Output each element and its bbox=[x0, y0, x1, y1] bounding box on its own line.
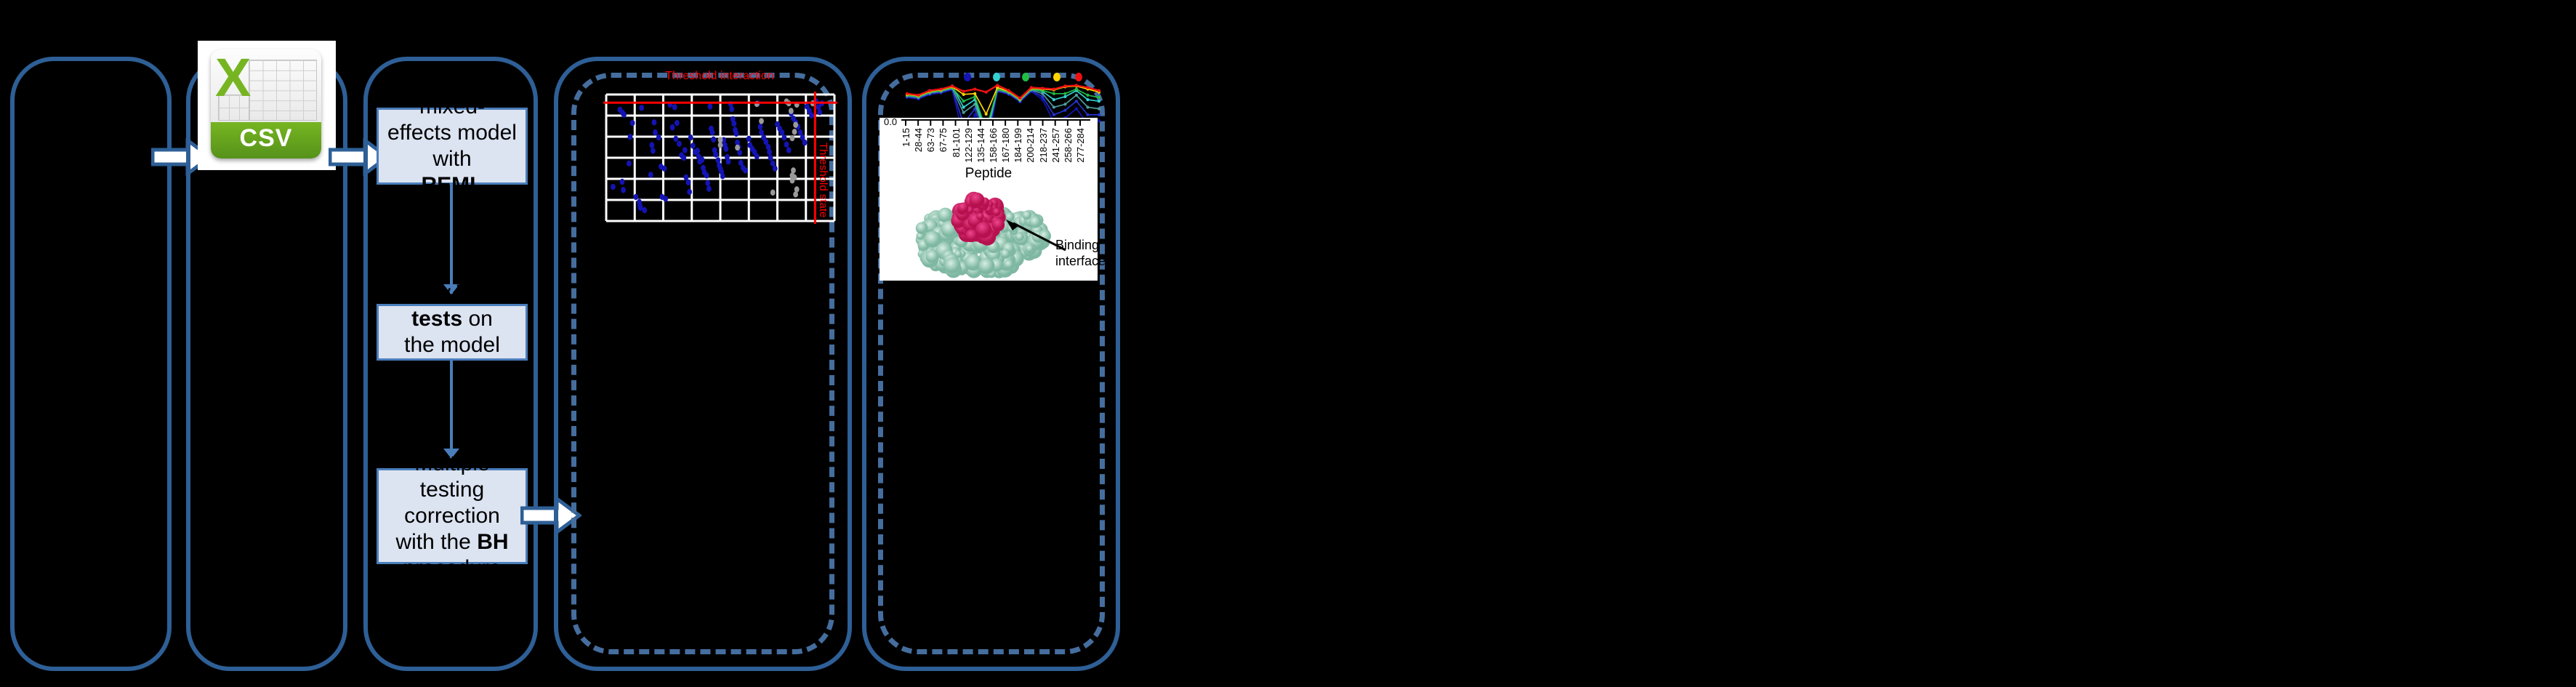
peptide-tick-167-180: 167-180 bbox=[1000, 128, 1012, 163]
peptide-tick-63-73: 63-73 bbox=[925, 128, 937, 153]
mt-line3-post: procedure bbox=[403, 556, 502, 580]
csv-icon-grid-secondary bbox=[218, 95, 250, 121]
input-panel bbox=[10, 57, 172, 671]
peptide-tick-241-257: 241-257 bbox=[1050, 128, 1061, 163]
mt-line1: Multiple testing bbox=[414, 451, 490, 502]
csv-icon-grid-main bbox=[249, 60, 317, 121]
threshold-interaction-label: Threshold interaction bbox=[665, 70, 774, 82]
mt-line3-pre: with the bbox=[395, 530, 478, 554]
peptide-tick-1-15: 1-15 bbox=[901, 128, 911, 148]
peptide-tick-258-266: 258-266 bbox=[1062, 128, 1074, 163]
wald-pre: Apply bbox=[396, 281, 457, 305]
series-red-legend-dot bbox=[1075, 73, 1082, 81]
peptide-tick-277-284: 277-284 bbox=[1075, 128, 1086, 163]
binding-interface-annotation: Binding interface bbox=[1055, 237, 1106, 269]
modelling-panel bbox=[363, 57, 538, 671]
series-yellow-legend-dot bbox=[1053, 73, 1060, 81]
csv-icon-card: X CSV bbox=[211, 49, 321, 158]
binding-line1: Binding bbox=[1055, 238, 1100, 252]
peptide-tick-184-199: 184-199 bbox=[1013, 128, 1024, 163]
peptide-tick-67-75: 67-75 bbox=[938, 128, 949, 153]
csv-file-icon: X CSV bbox=[198, 41, 336, 170]
mt-line2: correction bbox=[404, 504, 500, 528]
wald-bold: Wald tests bbox=[411, 281, 508, 331]
connector-wald-to-bh bbox=[443, 361, 459, 459]
peptide-tick-218-237: 218-237 bbox=[1037, 128, 1049, 163]
multiple-testing-step[interactable]: Multiple testing correction with the BH … bbox=[377, 451, 528, 580]
binding-line2: interface bbox=[1055, 254, 1106, 268]
wald-post: on bbox=[462, 307, 493, 331]
binding-interface-pointer-arrow bbox=[1006, 220, 1066, 252]
peptide-tick-28-44: 28-44 bbox=[913, 128, 925, 153]
peptide-x-axis-label: Peptide bbox=[965, 166, 1013, 181]
wald-test-step[interactable]: Apply Wald tests on the model parameters bbox=[377, 281, 528, 383]
peptide-legend bbox=[964, 73, 1082, 81]
threshold-state-label: Threshold state bbox=[817, 142, 829, 218]
threshold-scatter-chart bbox=[603, 92, 837, 224]
series-cyan-legend-dot bbox=[993, 73, 1000, 81]
fit-model-line2: effects model with bbox=[387, 121, 517, 171]
fit-model-line1: Fit a linear mixed- bbox=[401, 68, 504, 118]
peptide-tick-135-144: 135-144 bbox=[975, 128, 986, 163]
protein-surface-structure bbox=[915, 191, 1051, 278]
mt-bh: BH bbox=[477, 530, 509, 554]
excel-x-glyph: X bbox=[215, 49, 251, 108]
peptide-tick-200-214: 200-214 bbox=[1025, 128, 1037, 163]
peptide-tick-81-101: 81-101 bbox=[950, 128, 962, 158]
connector-fit-to-wald bbox=[443, 185, 459, 294]
peptide-tick-158-166: 158-166 bbox=[988, 128, 999, 163]
csv-icon-sheet: X bbox=[211, 49, 321, 122]
csv-icon-band: CSV bbox=[211, 122, 321, 158]
peptide-tick-122-129: 122-129 bbox=[962, 128, 974, 163]
csv-format-label: CSV bbox=[239, 124, 293, 152]
peptide-results-panel bbox=[862, 57, 1120, 671]
series-green-legend-dot bbox=[1022, 73, 1029, 81]
fit-model-step[interactable]: Fit a linear mixed- effects model with R… bbox=[377, 68, 528, 223]
peptide-x-axis bbox=[880, 118, 1098, 205]
threshold-scatter-panel bbox=[554, 57, 852, 671]
series-darkblue-legend-dot bbox=[964, 73, 971, 81]
peptide-results-panel-inner-dash bbox=[878, 73, 1105, 654]
peptide-y-tick-zero: 0.0 bbox=[884, 116, 898, 127]
threshold-scatter-panel-inner-dash bbox=[571, 73, 834, 654]
